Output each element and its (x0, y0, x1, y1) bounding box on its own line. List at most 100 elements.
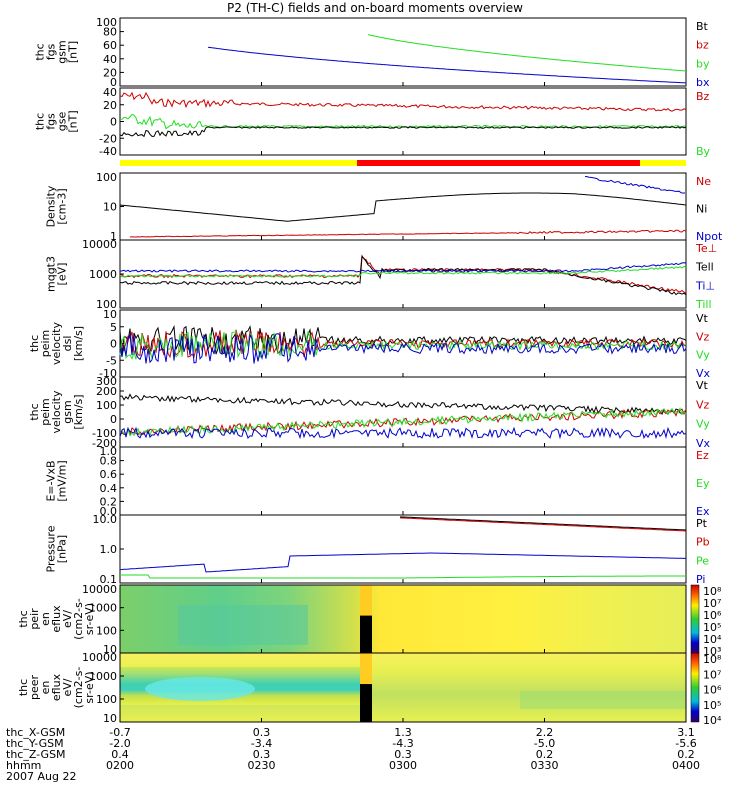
y-axis-label: gsm (61, 400, 74, 423)
legend-entry: Vx (696, 367, 711, 380)
ephemeris-label: hhmm (6, 759, 41, 772)
legend-entry: Tell (695, 261, 714, 274)
legend-entry: bz (696, 39, 709, 52)
y-axis-label: (cm2-s- (72, 598, 85, 640)
ephemeris-value: 0230 (248, 759, 276, 772)
quality-bar-red (357, 160, 640, 166)
legend-entry: Vx (696, 437, 711, 450)
ephemeris-value: 0.2 (677, 748, 695, 761)
legend-entry: Pt (696, 517, 708, 530)
y-axis-label: thc (34, 43, 47, 60)
y-tick-label: 1000 (89, 602, 117, 615)
series-Pe (120, 574, 686, 579)
legend-entry: by (696, 57, 710, 70)
y-axis-label: [km/s] (72, 326, 85, 361)
legend-entry: Vt (696, 379, 709, 392)
chart-title: P2 (TH-C) fields and on-board moments ov… (227, 1, 523, 15)
y-tick-label: 10 (103, 712, 117, 725)
ephemeris-value: -5.6 (675, 737, 696, 750)
peir-low-flux-region (178, 605, 308, 645)
legend-entry: Npot (696, 230, 723, 243)
y-tick-label: 1.0 (100, 445, 118, 458)
colorbar-tick-label: 10⁴ (703, 714, 722, 727)
series-Pi (119, 552, 686, 573)
y-tick-label: 40 (103, 86, 117, 99)
date-label: 2007 Aug 22 (6, 770, 76, 783)
y-tick-label: -100 (92, 427, 117, 440)
colorbar-tick-label: 10⁴ (703, 633, 722, 646)
y-axis-label: eV/ (61, 678, 74, 696)
peer-cyan-core (145, 677, 255, 701)
ephemeris-value: 0.3 (394, 748, 412, 761)
y-tick-label: 100 (96, 171, 117, 184)
y-tick-label: -40 (99, 145, 117, 158)
colorbar-tick-label: 10⁶ (703, 609, 722, 622)
legend-entry: Vy (696, 349, 710, 362)
y-tick-label: 1000 (89, 268, 117, 281)
series-Ti-perp (119, 262, 687, 273)
y-axis-label: en (39, 681, 52, 695)
y-axis-label: en (39, 612, 52, 626)
panel-frame (119, 87, 687, 156)
panel-frame (119, 172, 687, 241)
y-axis-label: Density (45, 185, 58, 227)
y-axis-label: (cm2-s- (72, 667, 85, 709)
legend-entry: Vt (696, 312, 709, 325)
y-tick-label: 100 (96, 693, 117, 706)
y-tick-label: 100 (96, 298, 117, 311)
legend-entry: Till (695, 298, 712, 311)
data-gap-high-energy (360, 585, 372, 616)
ephemeris-label: thc_Y-GSM (6, 737, 64, 750)
ephemeris-value: 0330 (531, 759, 559, 772)
panel-frame (119, 446, 687, 516)
y-tick-label: 100 (96, 399, 117, 412)
series-Vz-dsl (119, 329, 687, 359)
y-tick-label: 10.0 (93, 513, 118, 526)
y-axis-label: [nPa] (56, 535, 69, 563)
series-Till (119, 265, 687, 278)
colorbar-tick-label: 10⁸ (703, 585, 722, 598)
y-tick-label: 10 (103, 643, 117, 656)
y-tick-label: 1000 (89, 670, 117, 683)
y-axis-label: [km/s] (72, 394, 85, 429)
y-tick-label: 200 (96, 385, 117, 398)
ephemeris-value: 0.4 (111, 748, 129, 761)
ephemeris-value: 0200 (106, 759, 134, 772)
legend-entry: Pi (696, 573, 705, 586)
y-axis-label: [nT] (67, 41, 80, 63)
colorbar-tick-label: 10⁶ (703, 684, 722, 697)
colorbar-tick-label: 10⁸ (703, 653, 722, 666)
ephemeris-value: 1.3 (394, 726, 412, 739)
y-axis-label: eflux (50, 673, 63, 701)
y-tick-label: 20 (103, 99, 117, 112)
ephemeris-value: 2.2 (536, 726, 554, 739)
y-tick-label: 10 (103, 308, 117, 321)
panel-frame (119, 239, 687, 309)
y-tick-label: 100 (96, 16, 117, 29)
y-axis-label: peer (28, 675, 41, 701)
y-axis-label: sr-eV) (83, 671, 96, 703)
ephemeris-value: -5.0 (534, 737, 555, 750)
ephemeris-value: -4.3 (392, 737, 413, 750)
y-tick-label: 0 (110, 76, 117, 89)
y-axis-label: [mV/m] (56, 460, 69, 501)
ephemeris-value: 0.2 (536, 748, 554, 761)
y-axis-label: sr-eV) (83, 603, 96, 635)
legend-entry: Ti⊥ (695, 279, 715, 292)
y-tick-label: 10000 (82, 583, 117, 596)
y-axis-label: thc (17, 679, 30, 696)
y-axis-label: eflux (50, 605, 63, 633)
ephemeris-value: 3.1 (677, 726, 695, 739)
colorbar-tick-label: 10⁷ (703, 668, 721, 681)
y-tick-label: -20 (99, 132, 117, 145)
ephemeris-label: thc_Z-GSM (6, 748, 66, 761)
series-Vy-gsm (119, 406, 687, 438)
series-Vy-dsl (119, 330, 687, 360)
y-tick-label: -200 (92, 437, 117, 450)
y-axis-label: thc (28, 335, 41, 352)
y-axis-label: Pressure (45, 525, 58, 572)
y-axis-label: peim (39, 330, 52, 358)
y-axis-label: gse (56, 112, 69, 132)
legend-entry: Ni (696, 203, 707, 216)
